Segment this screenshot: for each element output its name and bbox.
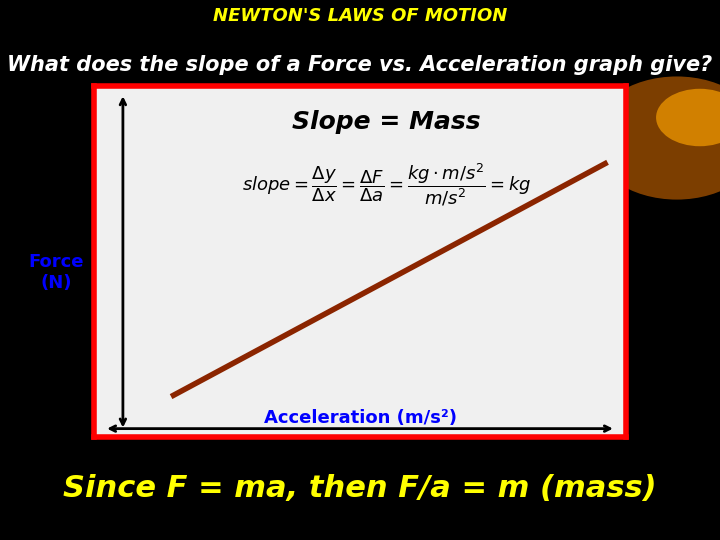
Ellipse shape <box>656 89 720 146</box>
Text: Force
(N): Force (N) <box>29 253 84 292</box>
Text: $slope = \dfrac{\Delta y}{\Delta x} = \dfrac{\Delta F}{\Delta a} = \dfrac{kg \cd: $slope = \dfrac{\Delta y}{\Delta x} = \d… <box>242 161 531 208</box>
Text: Slope = Mass: Slope = Mass <box>292 110 481 133</box>
Text: What does the slope of a Force vs. Acceleration graph give?: What does the slope of a Force vs. Accel… <box>7 55 713 75</box>
Text: Acceleration (m/s²): Acceleration (m/s²) <box>264 409 456 427</box>
Text: Since F = ma, then F/a = m (mass): Since F = ma, then F/a = m (mass) <box>63 474 657 503</box>
Ellipse shape <box>590 77 720 200</box>
Text: NEWTON'S LAWS OF MOTION: NEWTON'S LAWS OF MOTION <box>213 7 507 25</box>
